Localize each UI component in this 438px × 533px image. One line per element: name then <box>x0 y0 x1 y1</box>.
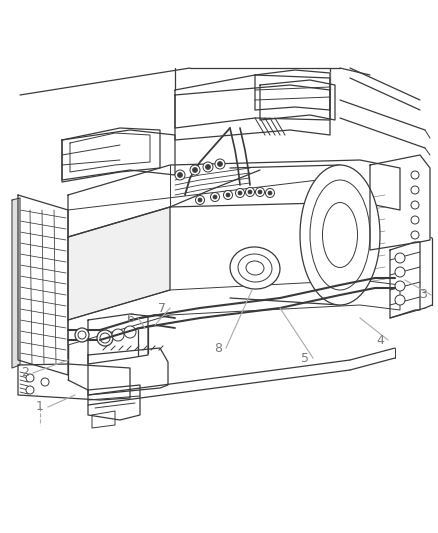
Circle shape <box>258 190 262 194</box>
Circle shape <box>124 326 136 338</box>
Text: 3: 3 <box>419 288 427 302</box>
Text: 8: 8 <box>214 342 222 354</box>
Polygon shape <box>18 195 68 375</box>
Circle shape <box>78 331 86 339</box>
Circle shape <box>97 330 113 346</box>
Text: 5: 5 <box>301 351 309 365</box>
Circle shape <box>26 374 34 382</box>
Circle shape <box>226 193 230 197</box>
Circle shape <box>223 190 233 199</box>
Circle shape <box>218 161 223 166</box>
Polygon shape <box>68 207 170 320</box>
Circle shape <box>112 329 124 341</box>
Ellipse shape <box>300 165 380 305</box>
Circle shape <box>175 170 185 180</box>
Polygon shape <box>175 75 330 128</box>
Circle shape <box>41 378 49 386</box>
Polygon shape <box>260 80 335 120</box>
Polygon shape <box>88 314 148 364</box>
Circle shape <box>190 165 200 175</box>
Polygon shape <box>88 348 168 395</box>
Circle shape <box>215 159 225 169</box>
Circle shape <box>395 253 405 263</box>
Polygon shape <box>175 85 330 140</box>
Circle shape <box>411 186 419 194</box>
Circle shape <box>265 189 275 198</box>
Polygon shape <box>12 198 20 368</box>
Circle shape <box>395 267 405 277</box>
Text: 1: 1 <box>36 400 44 414</box>
Polygon shape <box>68 160 400 237</box>
Circle shape <box>211 192 219 201</box>
Circle shape <box>195 196 205 205</box>
Circle shape <box>411 201 419 209</box>
Polygon shape <box>18 364 130 400</box>
Circle shape <box>395 281 405 291</box>
Polygon shape <box>88 385 140 420</box>
Circle shape <box>246 188 254 197</box>
Text: 6: 6 <box>126 311 134 325</box>
Polygon shape <box>62 130 175 180</box>
Circle shape <box>268 191 272 195</box>
Text: 7: 7 <box>158 302 166 314</box>
Circle shape <box>236 189 244 198</box>
Polygon shape <box>370 155 430 250</box>
Circle shape <box>248 190 252 194</box>
Polygon shape <box>255 70 330 110</box>
Ellipse shape <box>230 247 280 289</box>
Polygon shape <box>390 242 420 318</box>
Polygon shape <box>68 280 400 345</box>
Circle shape <box>411 171 419 179</box>
Circle shape <box>395 295 405 305</box>
Text: 4: 4 <box>376 334 384 346</box>
Circle shape <box>213 195 217 199</box>
Circle shape <box>255 188 265 197</box>
Circle shape <box>177 173 183 177</box>
Polygon shape <box>92 411 115 428</box>
Polygon shape <box>62 128 160 182</box>
Text: 2: 2 <box>21 367 29 379</box>
Circle shape <box>100 333 110 343</box>
Circle shape <box>205 165 211 169</box>
Circle shape <box>238 191 242 195</box>
Circle shape <box>192 167 198 173</box>
Circle shape <box>198 198 202 202</box>
Circle shape <box>203 162 213 172</box>
Circle shape <box>411 216 419 224</box>
Circle shape <box>411 231 419 239</box>
Circle shape <box>26 386 34 394</box>
Circle shape <box>75 328 89 342</box>
